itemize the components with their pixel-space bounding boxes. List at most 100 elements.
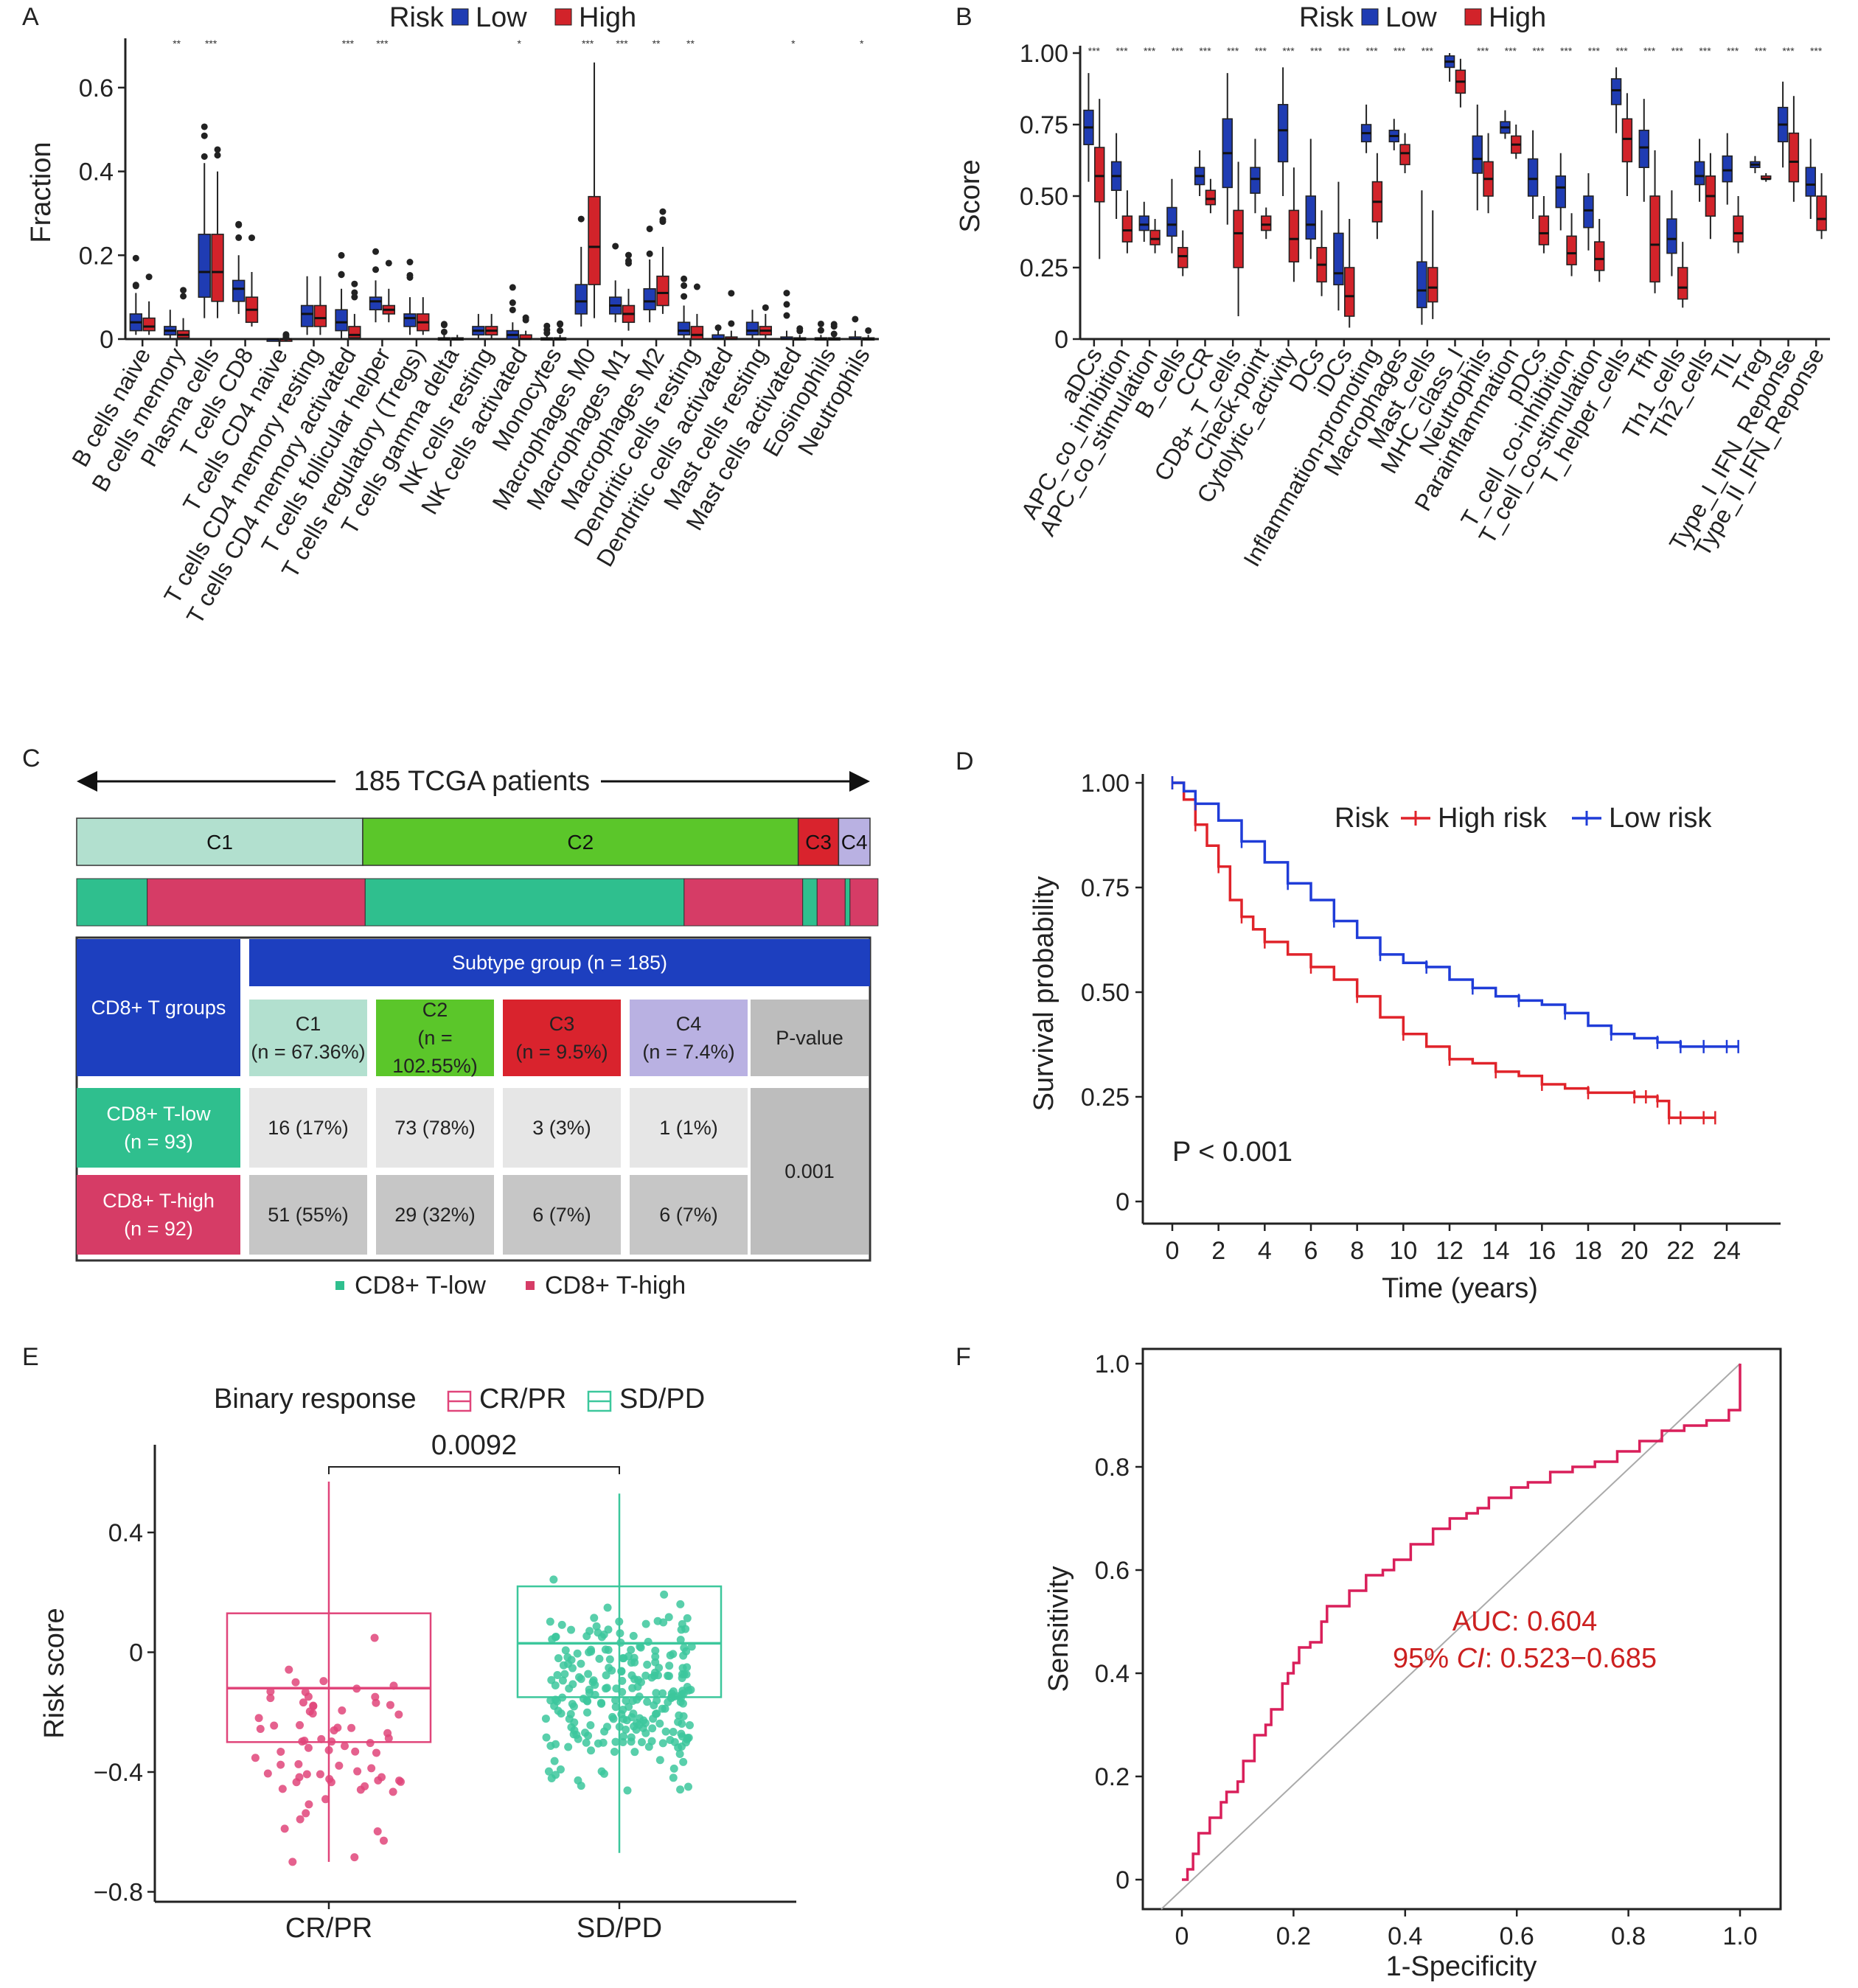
box-body bbox=[1138, 215, 1149, 231]
data-point bbox=[304, 1743, 313, 1752]
legend-label: High bbox=[579, 2, 636, 33]
y-tick-label: −0.4 bbox=[94, 1759, 143, 1787]
y-tick-label: 1.00 bbox=[1081, 770, 1130, 798]
auc-text: AUC: 0.604 bbox=[1452, 1606, 1597, 1637]
pvalue-cell: 0.001 bbox=[751, 1088, 869, 1255]
panel-f-roc: 0 0.2 0.4 0.6 0.8 1.0 0 0.2 0.4 0.6 0.8 1.0 1-Specif… bbox=[929, 1334, 1858, 1988]
box-body bbox=[1788, 132, 1800, 183]
box-body bbox=[403, 313, 417, 327]
row-header-cell: CD8+ T-low (n = 93) bbox=[77, 1088, 240, 1168]
pvalue-header-cell: P-value bbox=[751, 1000, 869, 1076]
data-point bbox=[379, 1836, 388, 1845]
data-point bbox=[611, 1737, 620, 1746]
data-point bbox=[669, 1773, 678, 1782]
pvalue-value: 0.001 bbox=[784, 1160, 835, 1182]
data-point bbox=[371, 1692, 380, 1701]
data-point bbox=[622, 1725, 630, 1734]
x-tick-label: 4 bbox=[1258, 1237, 1272, 1265]
outlier-point bbox=[351, 293, 358, 301]
x-tick-label: 0.4 bbox=[1388, 1922, 1422, 1950]
data-point bbox=[296, 1815, 305, 1824]
significance-mark: *** bbox=[1116, 45, 1128, 57]
data-point bbox=[350, 1853, 359, 1862]
data-point bbox=[617, 1710, 626, 1719]
significance-mark: *** bbox=[1338, 45, 1351, 57]
outlier-point bbox=[509, 299, 516, 307]
outlier-point bbox=[543, 329, 551, 337]
row-header-n: (n = 93) bbox=[124, 1131, 193, 1153]
panel-label-d: D bbox=[956, 747, 974, 775]
data-point bbox=[558, 1676, 567, 1685]
data-point bbox=[619, 1738, 627, 1747]
data-point bbox=[251, 1754, 260, 1762]
data-point bbox=[605, 1664, 613, 1673]
box-body bbox=[1566, 235, 1577, 265]
data-point bbox=[372, 1748, 380, 1757]
group-bar-segment bbox=[844, 878, 851, 927]
data-point bbox=[353, 1767, 362, 1776]
data-point bbox=[676, 1785, 685, 1794]
data-point bbox=[597, 1699, 606, 1708]
legend-label: CD8+ T-high bbox=[545, 1272, 686, 1300]
data-point bbox=[609, 1715, 618, 1723]
legend-label: High risk bbox=[1438, 803, 1548, 834]
outlier-point bbox=[543, 322, 551, 329]
data-point bbox=[554, 1654, 563, 1663]
panel-label-e: E bbox=[22, 1343, 39, 1371]
data-point bbox=[577, 1659, 585, 1668]
significance-mark: *** bbox=[1144, 45, 1156, 57]
header-arrow-right bbox=[849, 771, 870, 792]
data-point bbox=[653, 1696, 661, 1705]
header-title: 185 TCGA patients bbox=[354, 766, 590, 797]
y-axis-label: Score bbox=[955, 159, 986, 232]
outlier-point bbox=[557, 327, 564, 335]
y-tick-label: 0.6 bbox=[79, 74, 114, 102]
data-point bbox=[566, 1709, 575, 1718]
box-body bbox=[1333, 232, 1344, 286]
legend-swatch bbox=[1464, 8, 1482, 26]
data-point bbox=[630, 1722, 639, 1731]
subtype-column-name: C3 bbox=[549, 1013, 575, 1035]
significance-bracket bbox=[328, 1466, 620, 1474]
data-point bbox=[582, 1738, 591, 1747]
outlier-point bbox=[714, 324, 722, 332]
table-value-cell: 6 (7%) bbox=[503, 1175, 621, 1255]
data-point bbox=[586, 1720, 595, 1729]
outlier-point bbox=[659, 208, 667, 215]
group-bar-segment bbox=[147, 878, 366, 927]
ci-value: : 0.523−0.685 bbox=[1485, 1643, 1657, 1674]
data-point bbox=[679, 1651, 688, 1660]
data-point bbox=[552, 1633, 560, 1642]
data-point bbox=[615, 1723, 624, 1731]
data-point bbox=[270, 1721, 279, 1730]
data-point bbox=[611, 1703, 620, 1712]
data-point bbox=[276, 1747, 285, 1756]
box-body bbox=[232, 279, 246, 302]
outlier-point bbox=[132, 282, 139, 289]
outlier-point bbox=[509, 284, 516, 291]
data-point bbox=[627, 1671, 636, 1680]
box-body bbox=[1416, 261, 1427, 309]
header-bg bbox=[335, 764, 601, 796]
panel-d-svg: 00.250.500.751.000 2 4 6 8 10 12 14 16 18 20 22 24Ti… bbox=[1029, 770, 1781, 1304]
subtype-column-header: C1 (n = 67.36%) bbox=[249, 1000, 367, 1076]
data-point bbox=[650, 1671, 659, 1680]
y-tick-label: 0.4 bbox=[79, 158, 114, 186]
x-tick-label: 12 bbox=[1436, 1237, 1464, 1265]
data-point bbox=[366, 1739, 375, 1748]
data-point bbox=[316, 1770, 324, 1779]
x-tick-label: 16 bbox=[1528, 1237, 1556, 1265]
data-point bbox=[546, 1696, 555, 1705]
y-tick-label: −0.8 bbox=[94, 1879, 143, 1907]
data-point bbox=[317, 1734, 326, 1743]
data-point bbox=[602, 1671, 610, 1680]
x-tick-label: 24 bbox=[1713, 1237, 1741, 1265]
y-axis-label: Sensitivity bbox=[1043, 1566, 1074, 1692]
x-tick-label: 10 bbox=[1389, 1237, 1417, 1265]
data-point bbox=[686, 1685, 695, 1694]
significance-mark: *** bbox=[1755, 45, 1767, 57]
outlier-point bbox=[372, 266, 380, 273]
legend-label: CD8+ T-low bbox=[355, 1272, 486, 1300]
data-point bbox=[664, 1613, 673, 1622]
subtype-column-name: C4 bbox=[675, 1013, 702, 1035]
